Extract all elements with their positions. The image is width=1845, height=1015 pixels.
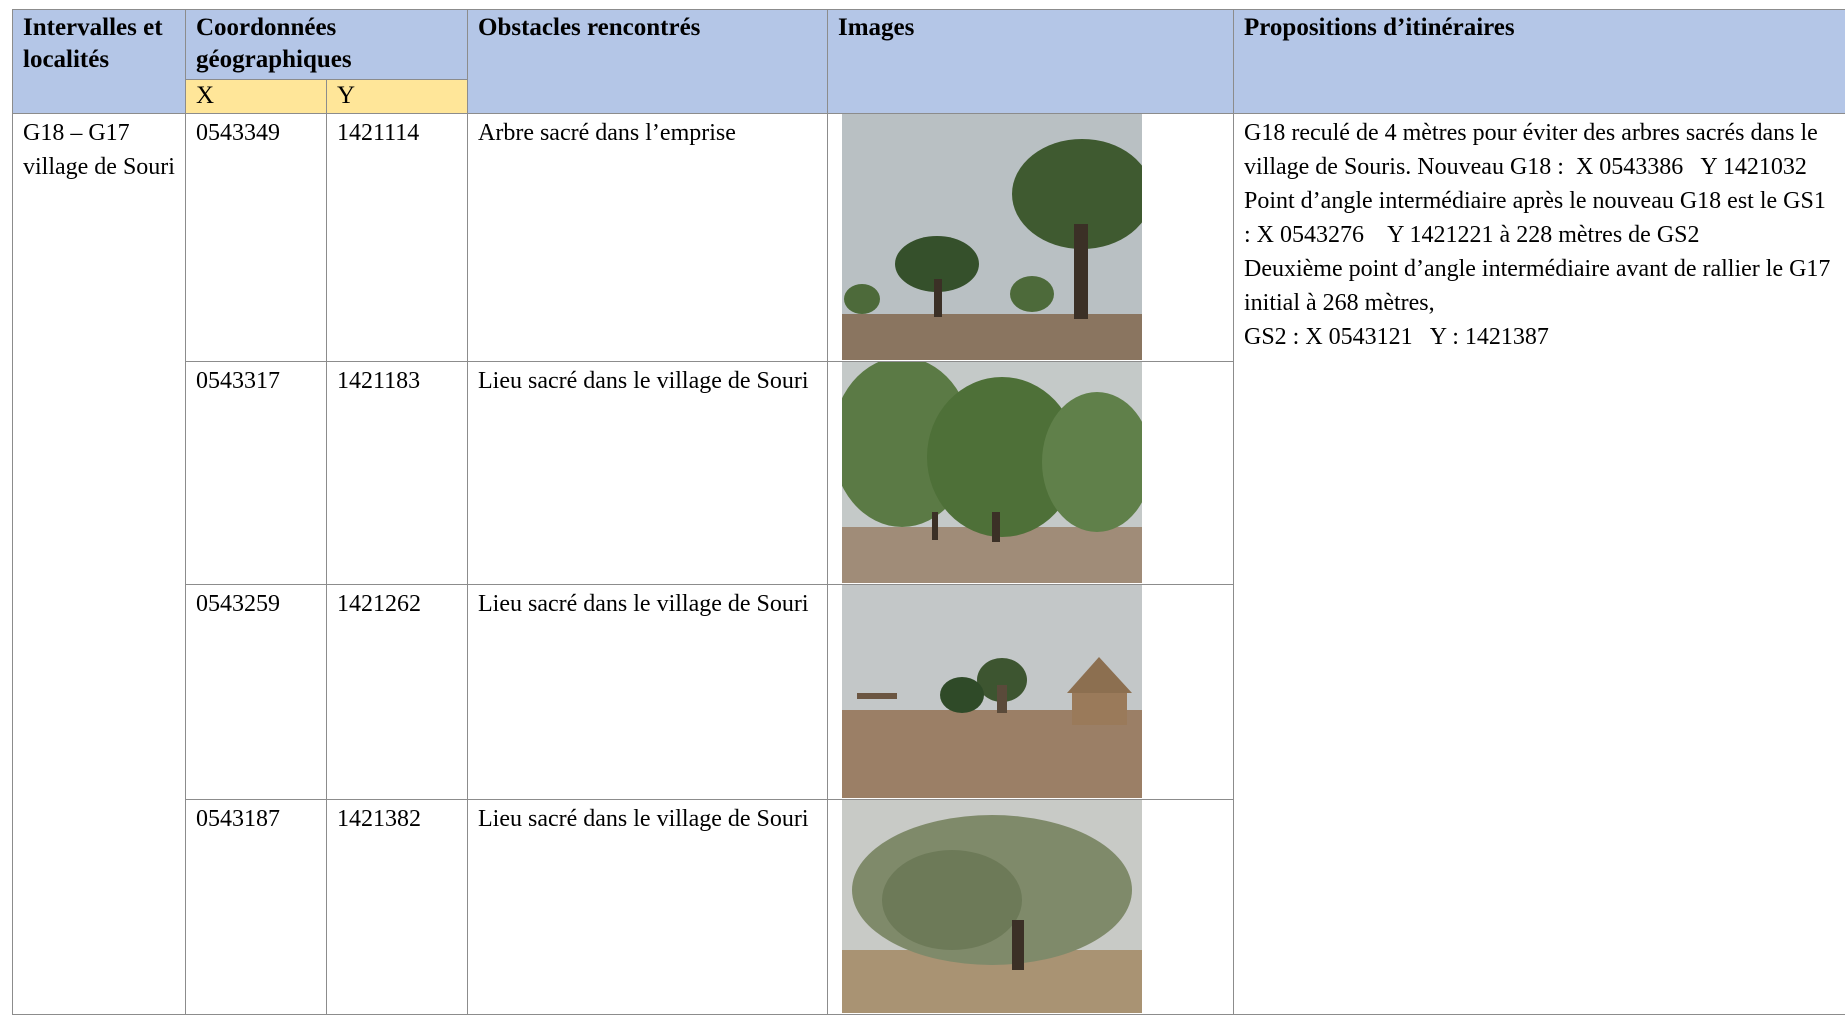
- y-cell: 1421382: [327, 800, 468, 1015]
- obstacle-cell: Arbre sacré dans l’emprise: [468, 114, 828, 362]
- header-cell: Propositions d’itinéraires: [1234, 10, 1845, 114]
- obstacle-cell: Lieu sacré dans le village de Souri: [468, 362, 828, 585]
- sub-header: X: [186, 80, 327, 114]
- proposition-cell: G18 reculé de 4 mètres pour éviter des a…: [1234, 114, 1845, 1015]
- y-cell: 1421262: [327, 585, 468, 800]
- proposition-line: Deuxième point d’angle intermédiaire ava…: [1244, 252, 1835, 320]
- image-cell: [828, 800, 1234, 1015]
- itinerary-table: Intervalles et localités Coordonnées géo…: [12, 9, 1845, 1015]
- proposition-line: G18 reculé de 4 mètres pour éviter des a…: [1244, 116, 1835, 184]
- x-cell: 0543317: [186, 362, 327, 585]
- header-cell: Intervalles et localités: [13, 10, 186, 114]
- image-cell: [828, 585, 1234, 800]
- obstacle-cell: Lieu sacré dans le village de Souri: [468, 800, 828, 1015]
- photo: [842, 114, 1142, 360]
- image-cell: [828, 114, 1234, 362]
- header-cell: Obstacles rencontrés: [468, 10, 828, 114]
- y-cell: 1421183: [327, 362, 468, 585]
- proposition-line: GS2 : X 0543121 Y : 1421387: [1244, 320, 1835, 354]
- image-cell: [828, 362, 1234, 585]
- sub-header: Y: [327, 80, 468, 114]
- obstacle-cell: Lieu sacré dans le village de Souri: [468, 585, 828, 800]
- x-cell: 0543259: [186, 585, 327, 800]
- photo: [842, 585, 1142, 798]
- proposition-line: Point d’angle intermédiaire après le nou…: [1244, 184, 1835, 252]
- photo: [842, 362, 1142, 583]
- header-text: Coordonnées géographiques: [196, 14, 352, 73]
- x-cell: 0543187: [186, 800, 327, 1015]
- header-cell: Coordonnées géographiques: [186, 10, 468, 80]
- y-cell: 1421114: [327, 114, 468, 362]
- photo: [842, 800, 1142, 1013]
- x-cell: 0543349: [186, 114, 327, 362]
- header-cell: Images: [828, 10, 1234, 114]
- interval-cell: G18 – G17 village de Souri: [13, 114, 186, 1015]
